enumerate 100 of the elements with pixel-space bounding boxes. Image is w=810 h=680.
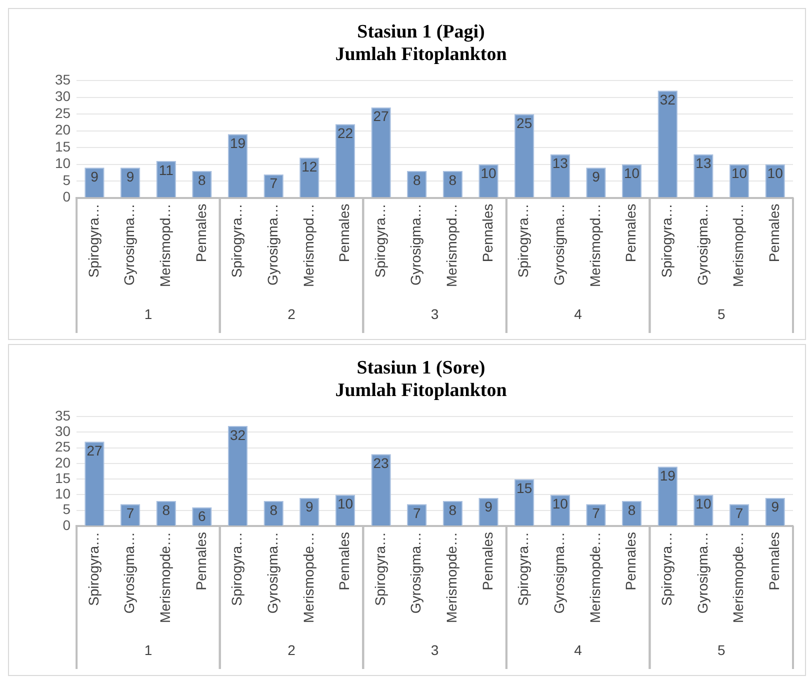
- data-label: 8: [412, 172, 421, 188]
- x-tick-label: Merismopd…: [300, 204, 316, 288]
- y-tick-label: 15: [54, 138, 71, 154]
- data-label: 8: [448, 502, 457, 518]
- x-tick-label: Gyrosigma…: [551, 532, 568, 614]
- y-tick-label: 30: [54, 423, 71, 440]
- data-label: 12: [302, 158, 318, 174]
- x-tick-label: Spirogyra…: [85, 204, 102, 278]
- text: 5: [717, 306, 726, 322]
- x-tick-label: Merismopde…: [300, 532, 316, 624]
- data-label: 10: [552, 496, 568, 512]
- data-label: 7: [412, 504, 421, 521]
- text: 4: [574, 306, 582, 322]
- text: 1: [144, 306, 152, 322]
- data-label: 8: [270, 502, 278, 518]
- x-tick-label: Merismopde…: [156, 532, 173, 624]
- x-tick-label: Spirogyra…: [85, 532, 102, 606]
- x-tick-label: Gyrosigma…: [264, 204, 280, 286]
- x-tick-label: Pennales: [192, 532, 209, 590]
- x-tick-label: Gyrosigma…: [264, 532, 280, 614]
- x-tick-label: Spirogyra…: [515, 532, 532, 606]
- x-tick-label: Pennales: [192, 204, 209, 262]
- text: 4: [574, 642, 582, 658]
- data-label: 32: [660, 92, 676, 108]
- chart-subtitle: Jumlah Fitoplankton: [335, 44, 508, 66]
- y-tick-label: 5: [62, 172, 71, 188]
- text: 3: [430, 306, 439, 322]
- x-tick-label: Pennales: [766, 532, 782, 590]
- x-tick-label: Merismopde…: [586, 532, 603, 624]
- x-tick-label: Merismopd…: [444, 204, 460, 288]
- y-tick-label: 5: [62, 501, 71, 518]
- data-label: 9: [592, 168, 600, 184]
- data-label: 9: [126, 168, 134, 184]
- data-label: 7: [592, 504, 600, 521]
- data-label: 10: [767, 165, 784, 182]
- chart-title: Stasiun 1 (Sore): [356, 357, 486, 378]
- x-tick-label: Pennales: [336, 204, 352, 262]
- x-tick-label: Pennales: [622, 204, 639, 262]
- data-label: 9: [771, 498, 780, 515]
- data-label: 10: [731, 165, 748, 182]
- data-label: 9: [90, 168, 99, 184]
- x-tick-label: Spirogyra…: [372, 532, 388, 606]
- text: 3: [430, 642, 439, 658]
- data-label: 9: [306, 498, 314, 515]
- x-tick-label: Gyrosigma…: [551, 204, 568, 286]
- x-tick-label: Gyrosigma…: [694, 204, 710, 286]
- y-tick-label: 20: [54, 122, 71, 138]
- x-tick-label: Spirogyra…: [372, 204, 388, 278]
- x-tick-label: Merismopd…: [586, 204, 603, 288]
- x-tick-label: Spirogyra…: [228, 532, 245, 606]
- data-label: 8: [448, 172, 457, 188]
- data-label: 11: [158, 162, 174, 178]
- x-tick-label: Pennales: [479, 204, 496, 262]
- data-label: 27: [86, 442, 102, 458]
- data-label: 7: [126, 504, 134, 521]
- x-tick-label: Spirogyra…: [658, 204, 674, 278]
- y-tick-label: 0: [62, 516, 71, 533]
- x-tick-label: Merismopd…: [156, 204, 173, 288]
- data-label: 13: [552, 155, 568, 172]
- data-label: 9: [484, 498, 493, 515]
- data-label: 15: [516, 480, 532, 496]
- data-label: 7: [270, 175, 278, 192]
- text: 2: [288, 642, 296, 658]
- x-tick-label: Merismopd…: [730, 204, 746, 288]
- y-tick-label: 15: [54, 470, 71, 486]
- data-label: 8: [628, 502, 636, 518]
- data-label: 10: [337, 496, 354, 512]
- x-tick-label: Pennales: [479, 532, 496, 590]
- y-tick-label: 0: [62, 188, 71, 205]
- x-tick-label: Pennales: [336, 532, 352, 590]
- text: 2: [288, 306, 296, 322]
- y-tick-label: 35: [54, 407, 71, 424]
- x-tick-label: Gyrosigma…: [121, 532, 138, 614]
- data-label: 10: [696, 496, 712, 512]
- x-tick-label: Merismopde…: [444, 532, 460, 624]
- x-tick-label: Gyrosigma…: [694, 532, 710, 614]
- x-tick-label: Pennales: [766, 204, 782, 262]
- x-tick-label: Gyrosigma…: [408, 532, 424, 614]
- y-tick-label: 20: [54, 454, 71, 470]
- x-tick-label: Pennales: [622, 532, 639, 590]
- y-tick-label: 35: [54, 71, 71, 88]
- data-label: 23: [373, 454, 390, 471]
- y-tick-label: 30: [54, 88, 71, 104]
- data-label: 27: [373, 108, 390, 124]
- data-label: 8: [198, 172, 206, 188]
- data-label: 6: [198, 508, 206, 524]
- data-label: 8: [162, 502, 170, 518]
- y-tick-label: 10: [54, 155, 71, 172]
- data-label: 10: [624, 165, 640, 182]
- chart-subtitle: Jumlah Fitoplankton: [335, 380, 508, 402]
- x-tick-label: Spirogyra…: [228, 204, 245, 278]
- chart-title: Stasiun 1 (Pagi): [357, 21, 485, 42]
- y-tick-label: 25: [54, 438, 71, 455]
- data-label: 7: [735, 504, 744, 521]
- data-label: 10: [480, 165, 497, 182]
- x-tick-label: Gyrosigma…: [121, 204, 138, 286]
- data-label: 19: [230, 135, 246, 152]
- x-tick-label: Spirogyra…: [658, 532, 674, 606]
- data-label: 13: [696, 155, 712, 172]
- data-label: 22: [337, 124, 354, 141]
